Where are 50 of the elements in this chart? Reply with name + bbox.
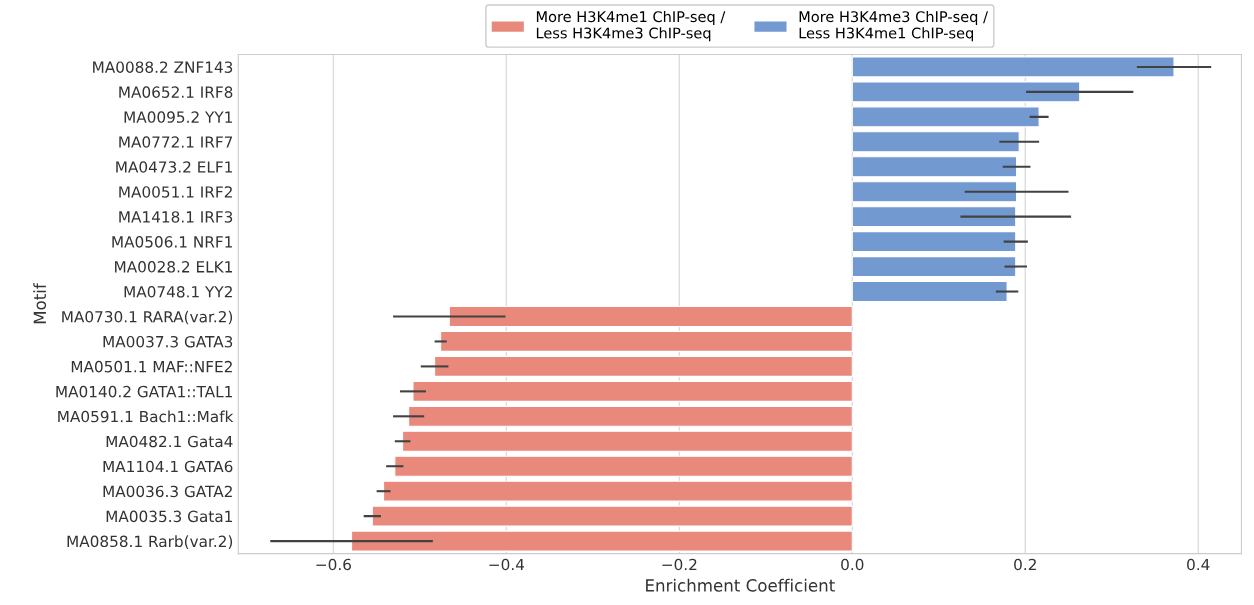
bar <box>394 455 853 477</box>
y-tick-label: MA0028.2 ELK1 <box>115 261 232 273</box>
y-tick-label: MA0037.3 GATA3 <box>103 335 233 348</box>
bar <box>851 231 1017 253</box>
y-tick-label: MA0140.2 GATA1::TAL1 <box>56 385 232 398</box>
y-tick-label: MA0482.1 Gata4 <box>106 435 233 448</box>
bar <box>851 280 1008 303</box>
y-tick-label: MA0088.2 ZNF143 <box>93 61 233 73</box>
legend-label: More H3K4me1 ChIP-seq / Less H3K4me3 ChIP-seq <box>536 10 726 42</box>
bar <box>434 355 853 377</box>
bar <box>851 56 1175 78</box>
bar <box>402 430 853 452</box>
bar <box>408 405 853 427</box>
bar <box>851 131 1020 153</box>
bar <box>448 305 853 328</box>
y-tick-label: MA0051.1 IRF2 <box>119 186 232 198</box>
y-tick-label: MA0095.2 YY1 <box>124 111 232 123</box>
y-tick-label: MA0473.2 ELF1 <box>116 161 232 173</box>
x-tick-label: 0.4 <box>1187 558 1210 571</box>
bar <box>412 380 853 402</box>
x-tick-label: 0.2 <box>1014 558 1036 571</box>
y-tick-label: MA0730.1 RARA(var.2) <box>62 310 233 325</box>
x-tick-label: −0.4 <box>489 558 525 571</box>
bar <box>851 81 1081 103</box>
bar <box>440 330 853 352</box>
bar <box>851 181 1018 203</box>
y-tick-label: MA0036.3 GATA2 <box>103 485 232 498</box>
x-axis-title: Enrichment Coefficient <box>646 578 835 592</box>
bar <box>851 156 1018 178</box>
y-tick-label: MA0035.3 Gata1 <box>106 510 232 523</box>
bar <box>851 106 1040 128</box>
x-tick-label: −0.2 <box>662 558 697 571</box>
y-tick-label: MA0748.1 YY2 <box>124 286 232 298</box>
y-tick-label: MA0591.1 Bach1::Mafk <box>58 410 234 423</box>
y-tick-label: MA0506.1 NRF1 <box>112 236 232 248</box>
x-tick-label: 0.0 <box>841 558 864 571</box>
bar <box>371 505 853 527</box>
bar <box>350 530 853 552</box>
y-tick-label: MA0772.1 IRF7 <box>119 136 233 148</box>
y-tick-label: MA0501.1 MAF::NFE2 <box>71 360 232 373</box>
bar <box>851 256 1017 278</box>
y-tick-label: MA0858.1 Rarb(var.2) <box>67 535 233 549</box>
y-axis-title: Motif <box>33 282 47 324</box>
y-tick-label: MA0652.1 IRF8 <box>119 86 233 98</box>
bar <box>382 480 853 502</box>
y-tick-label: MA1104.1 GATA6 <box>103 460 233 473</box>
x-tick-label: −0.6 <box>316 558 351 571</box>
legend-label: More H3K4me3 ChIP-seq / Less H3K4me1 ChIP-seq <box>799 10 988 42</box>
bar <box>851 206 1017 228</box>
y-tick-label: MA1418.1 IRF3 <box>119 211 233 223</box>
